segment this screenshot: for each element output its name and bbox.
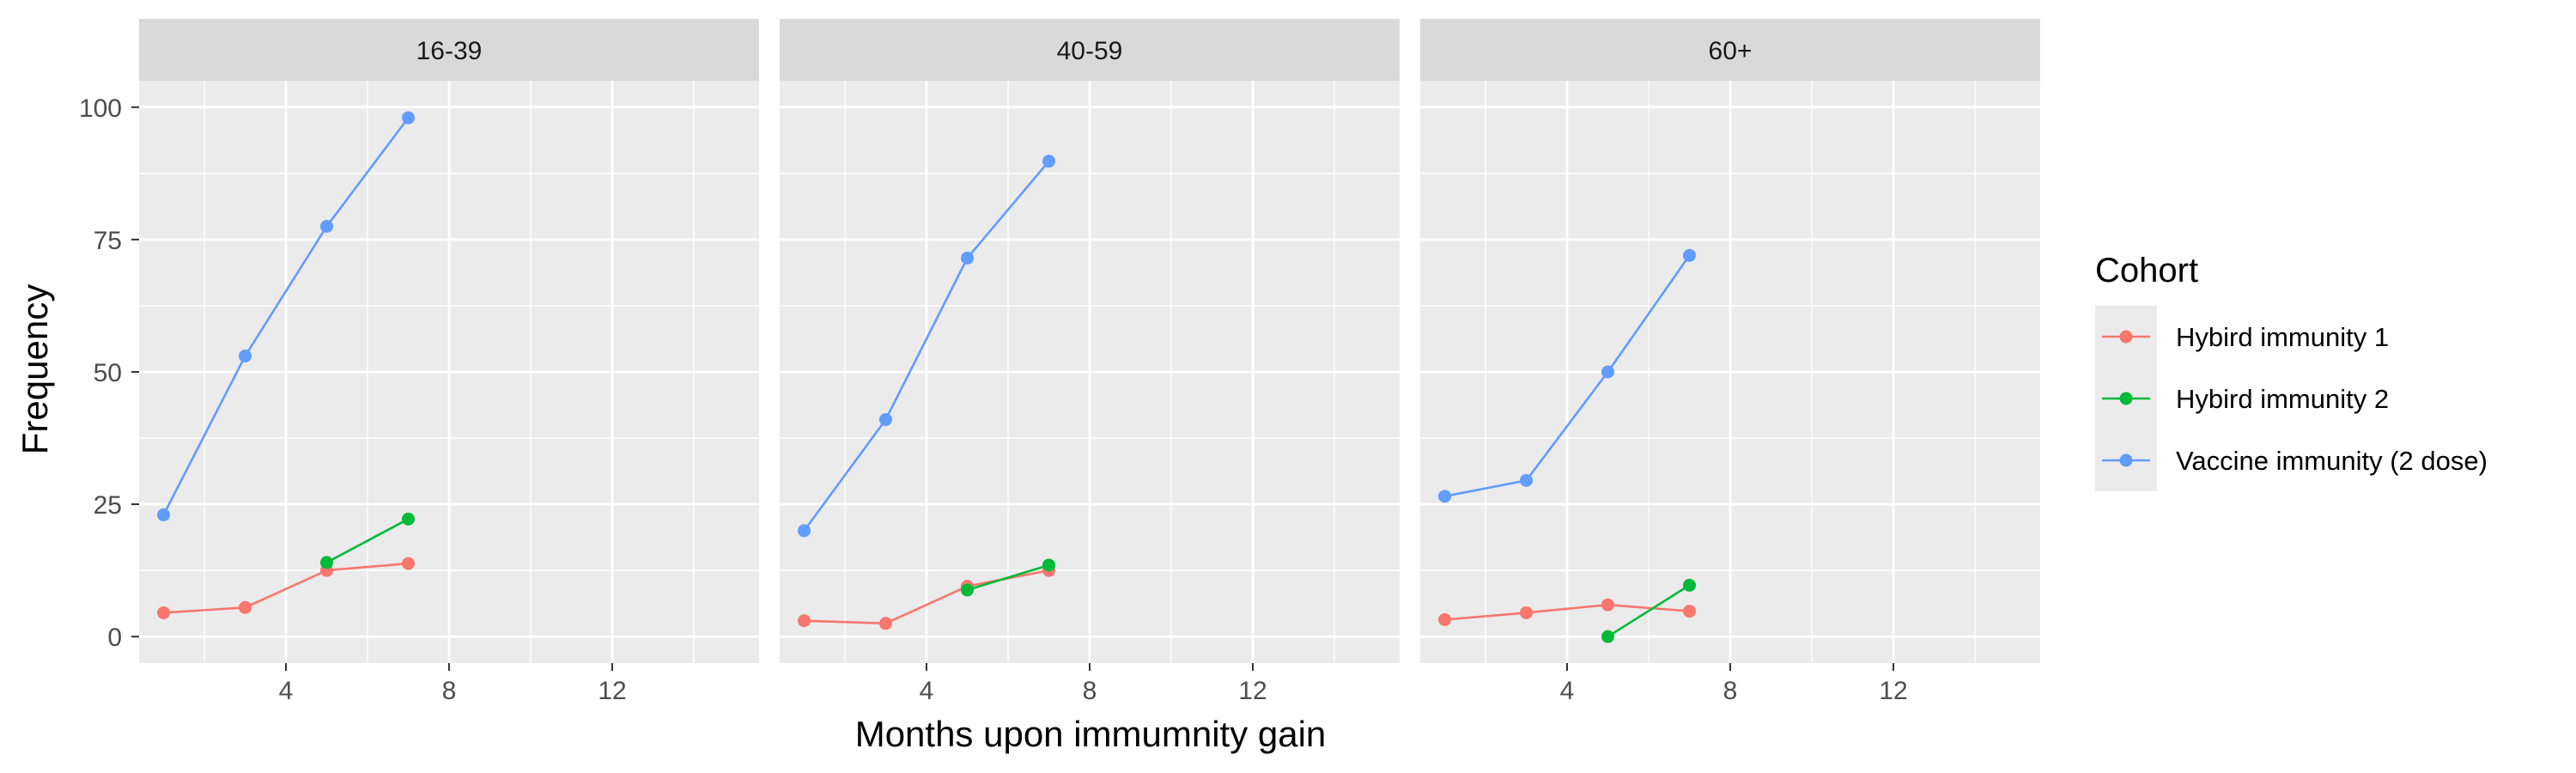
y-tick-label: 50 bbox=[94, 359, 122, 387]
data-point bbox=[1520, 606, 1533, 619]
y-axis-title: Frequency bbox=[15, 284, 55, 454]
data-point bbox=[1683, 605, 1696, 618]
facet-strip-label: 60+ bbox=[1709, 37, 1753, 65]
data-point bbox=[402, 557, 415, 570]
data-point bbox=[239, 600, 252, 614]
y-tick-label: 0 bbox=[107, 624, 122, 652]
series-line bbox=[162, 117, 410, 515]
data-point bbox=[1042, 155, 1055, 168]
legend-title: Cohort bbox=[2095, 252, 2198, 289]
legend-entries: Hybird immunity 1 Hybird immunity 2 Vaccin… bbox=[2102, 322, 2488, 476]
legend-item: Vaccine immunity (2 dose) bbox=[2102, 446, 2488, 476]
data-point bbox=[402, 512, 415, 526]
facet-strip bbox=[780, 19, 1400, 81]
series-line bbox=[1607, 584, 1691, 638]
data-point bbox=[1683, 578, 1696, 592]
facet-strip bbox=[139, 19, 759, 81]
data-point bbox=[320, 556, 333, 569]
x-tick-label: 8 bbox=[442, 677, 457, 705]
legend-label: Hybird immunity 2 bbox=[2176, 384, 2389, 414]
data-point bbox=[1042, 558, 1055, 572]
facet-strip bbox=[1420, 19, 2040, 81]
legend-key-point bbox=[2119, 392, 2133, 405]
x-tick-label: 4 bbox=[920, 677, 934, 705]
panels: 16-39 4 8 12 40-59 4 8 12 60+ 4 8 12 bbox=[139, 19, 2040, 705]
data-point bbox=[798, 614, 811, 628]
data-point bbox=[157, 508, 170, 521]
series-line bbox=[967, 563, 1049, 592]
x-tick-label: 12 bbox=[598, 677, 626, 705]
legend-item: Hybird immunity 1 bbox=[2102, 322, 2389, 352]
x-axis-title: Months upon immumnity gain bbox=[855, 714, 1327, 754]
series-line bbox=[325, 518, 410, 564]
legend-key-point bbox=[2119, 453, 2133, 467]
legend-label: Hybird immunity 1 bbox=[2176, 322, 2389, 352]
y-tick-label: 75 bbox=[94, 227, 122, 255]
data-point bbox=[157, 606, 170, 619]
data-point bbox=[320, 220, 333, 233]
panel-40-59: 40-59 4 8 12 bbox=[780, 19, 1400, 705]
data-point bbox=[1601, 365, 1614, 379]
data-point bbox=[961, 251, 974, 265]
facet-strip-label: 40-59 bbox=[1057, 37, 1123, 65]
legend-key-point bbox=[2119, 330, 2133, 344]
x-tick-label: 8 bbox=[1723, 677, 1738, 705]
x-tick-label: 4 bbox=[1560, 677, 1575, 705]
panel-60+: 60+ 4 8 12 bbox=[1420, 19, 2040, 705]
data-point bbox=[1438, 490, 1451, 503]
data-point bbox=[1520, 473, 1533, 487]
data-point bbox=[798, 524, 811, 538]
series-line bbox=[163, 562, 409, 614]
data-point bbox=[1438, 612, 1451, 626]
data-point bbox=[961, 583, 974, 597]
facet-strip-label: 16-39 bbox=[416, 37, 483, 65]
x-tick-label: 12 bbox=[1238, 677, 1267, 705]
y-tick-label: 25 bbox=[94, 491, 122, 520]
series-line bbox=[803, 160, 1050, 532]
series-line bbox=[1444, 254, 1691, 498]
data-point bbox=[1683, 248, 1696, 262]
y-tick-label: 100 bbox=[79, 94, 122, 123]
data-point bbox=[402, 111, 415, 125]
data-point bbox=[879, 412, 892, 426]
y-axis: 0 25 50 75 100 bbox=[79, 94, 139, 652]
legend-label: Vaccine immunity (2 dose) bbox=[2176, 446, 2488, 476]
data-point bbox=[239, 350, 252, 363]
x-tick-label: 12 bbox=[1879, 677, 1907, 705]
data-point bbox=[879, 617, 892, 630]
x-tick-label: 8 bbox=[1083, 677, 1097, 705]
data-point bbox=[1601, 598, 1614, 612]
legend-item: Hybird immunity 2 bbox=[2102, 384, 2389, 414]
data-point bbox=[1601, 630, 1614, 643]
series-line bbox=[1444, 603, 1690, 621]
panel-16-39: 16-39 4 8 12 bbox=[139, 19, 759, 705]
x-tick-label: 4 bbox=[279, 677, 294, 705]
